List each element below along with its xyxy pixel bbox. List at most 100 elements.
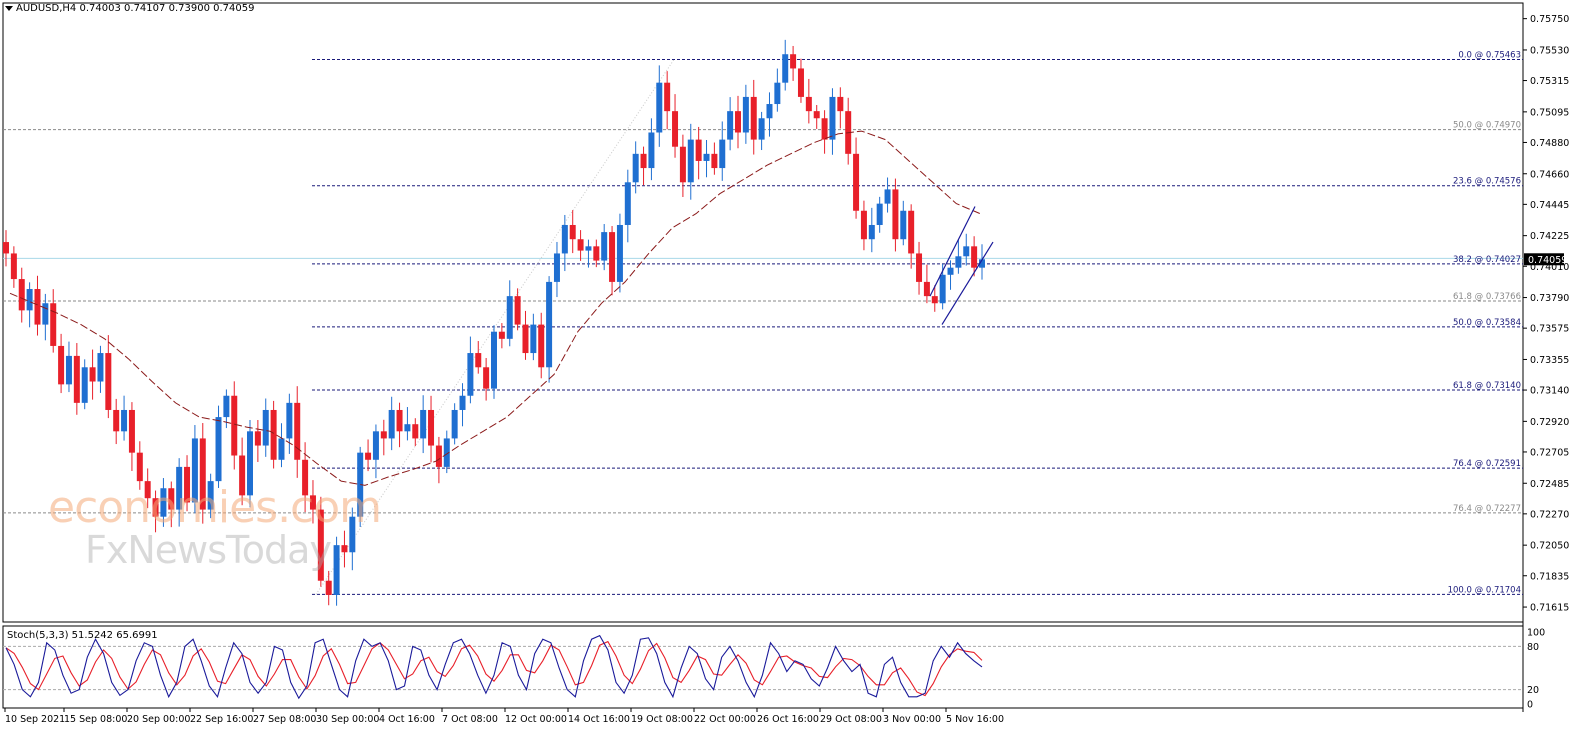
candle-body (868, 224, 875, 240)
candle-bearish (797, 58, 804, 103)
candle-bearish (790, 45, 797, 81)
candle-body (506, 296, 513, 339)
candle-body (420, 409, 427, 439)
candle-bearish (805, 78, 812, 124)
candle-bearish (309, 480, 316, 524)
candle-body (774, 82, 781, 105)
price-tick-label: 0.72485 (1530, 479, 1569, 490)
candle-bearish (380, 419, 387, 456)
candle-bullish (65, 341, 72, 393)
time-tick-label: 20 Sep 00:00 (127, 714, 190, 725)
candle-bearish (514, 288, 521, 331)
candle-body (577, 239, 584, 251)
candle-bullish (585, 239, 592, 268)
candle-bearish (837, 87, 844, 129)
candle-body (971, 246, 978, 268)
candle-bullish (546, 276, 553, 383)
candle-body (333, 545, 340, 595)
candle-body (18, 279, 25, 311)
price-tick-label: 0.74225 (1530, 231, 1569, 242)
candle-body (435, 445, 442, 467)
candle-body (632, 153, 639, 183)
candle-bullish (223, 389, 230, 429)
candle-bearish (341, 530, 348, 568)
candle-body (231, 395, 238, 456)
oscillator-main-value: 51.5242 (71, 630, 114, 641)
candle-body (797, 68, 804, 97)
chart-header: AUDUSD,H4 0.74003 0.74107 0.73900 0.7405… (16, 3, 254, 14)
candle-bearish (845, 97, 852, 165)
price-tick-label: 0.74445 (1530, 200, 1569, 211)
price-tick-label: 0.73790 (1530, 293, 1569, 304)
moving-average-line (9, 130, 981, 486)
candle-body (451, 409, 458, 439)
candle-bearish (105, 335, 112, 419)
candle-body (672, 111, 679, 147)
candle-bearish (475, 341, 482, 374)
candle-bearish (853, 137, 860, 219)
candle-bearish (498, 323, 505, 349)
candle-body (892, 189, 899, 240)
candle-bearish (239, 437, 246, 506)
candle-body (97, 353, 104, 382)
candle-body (294, 402, 301, 460)
candle-bullish (176, 458, 183, 527)
candle-bullish (467, 336, 474, 404)
fib-level-label: 0.0 @ 0.75463 (1458, 50, 1521, 60)
candle-bullish (207, 473, 214, 519)
candle-bullish (506, 280, 513, 347)
candle-bullish (758, 111, 765, 151)
candle-body (805, 96, 812, 112)
candle-bullish (782, 39, 789, 91)
time-tick-label: 14 Oct 16:00 (568, 714, 630, 725)
candle-body (357, 452, 364, 517)
candle-bullish (160, 478, 167, 527)
candle-body (152, 498, 159, 517)
candle-bullish (491, 325, 497, 399)
candle-body (585, 246, 592, 251)
candle-body (270, 409, 277, 460)
candle-bullish (979, 244, 985, 280)
candle-bullish (876, 196, 883, 233)
candle-bearish (144, 468, 151, 509)
candle-body (34, 289, 41, 325)
candle-bearish (34, 275, 41, 336)
candle-bullish (553, 241, 560, 298)
candle-bullish (333, 536, 340, 606)
watermark-economies: economies.com (48, 482, 382, 533)
candle-body (923, 281, 930, 297)
candle-bearish (73, 343, 80, 415)
candle-bearish (750, 79, 757, 155)
time-tick-label: 29 Oct 08:00 (820, 714, 882, 725)
candle-body (939, 274, 946, 304)
candle-bearish (892, 178, 899, 252)
oscillator-name: Stoch(5,3,3) (7, 630, 69, 641)
candle-body (309, 495, 316, 510)
candle-bearish (152, 490, 159, 533)
price-tick-label: 0.74880 (1530, 138, 1569, 149)
fib-level-label: 50.0 @ 0.74970 (1453, 121, 1521, 131)
candle-bearish (428, 395, 435, 463)
candle-bullish (963, 233, 970, 266)
candle-body (207, 481, 214, 510)
candle-body (443, 438, 450, 467)
candle-bullish (656, 65, 663, 147)
candle-bullish (955, 239, 962, 274)
candle-body (955, 256, 962, 268)
candle-body (223, 395, 230, 418)
candle-bearish (672, 94, 679, 158)
candle-bearish (199, 423, 206, 524)
candle-body (3, 242, 9, 254)
channel-upper-line (929, 206, 976, 297)
candle-bearish (695, 126, 702, 180)
candle-body (876, 203, 883, 225)
candle-bearish (593, 239, 600, 268)
fib-level-label: 61.8 @ 0.73140 (1453, 381, 1521, 391)
candle-bullish (26, 282, 33, 328)
time-tick-label: 5 Nov 16:00 (946, 714, 1004, 725)
candle-body (254, 431, 261, 446)
candle-bullish (286, 393, 293, 454)
candle-bullish (404, 407, 411, 441)
collapse-arrow-icon[interactable] (5, 6, 13, 11)
candle-bullish (703, 140, 710, 178)
